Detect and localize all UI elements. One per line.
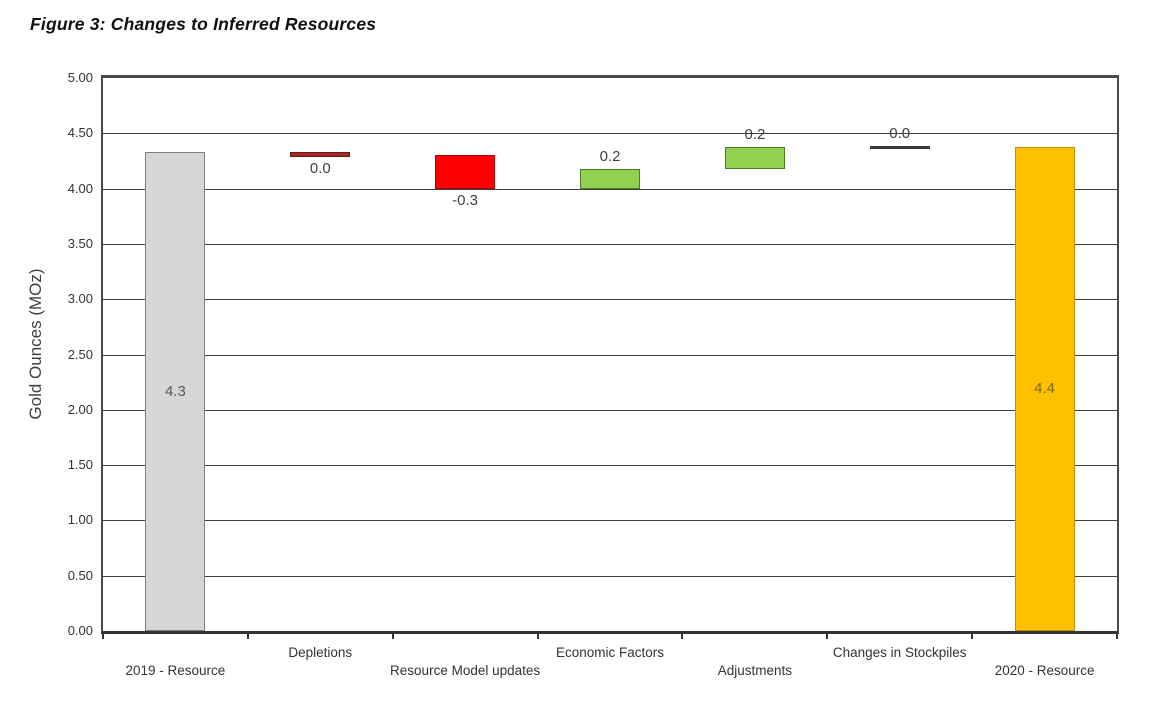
- x-tick: [391, 634, 394, 639]
- x-tick: [102, 634, 104, 639]
- bar-resource-model-updates: [435, 155, 496, 190]
- bar-adjustments: [724, 147, 785, 170]
- gridline: [103, 243, 1117, 245]
- bar-changes-in-stockpiles: [869, 145, 930, 149]
- x-tick: [246, 634, 249, 639]
- y-tick-label: 4.00: [67, 180, 93, 196]
- category-label-2020-resource: 2020 - Resource: [994, 663, 1095, 678]
- y-tick-label: 5.00: [67, 70, 93, 85]
- y-tick-label: 0.00: [67, 623, 93, 638]
- gridline: [103, 465, 1117, 467]
- value-label-resource-model-updates: -0.3: [452, 192, 479, 210]
- x-tick: [536, 634, 539, 639]
- y-tick-label: 3.00: [67, 291, 93, 307]
- bar-2020-resource: [1014, 146, 1075, 631]
- y-tick-label: 0.50: [67, 567, 93, 583]
- y-tick-label: 1.50: [67, 457, 93, 473]
- bar-2019-resource: [145, 152, 206, 631]
- value-label-economic-factors: 0.2: [599, 148, 621, 166]
- figure-title: Figure 3: Changes to Inferred Resources: [30, 14, 377, 34]
- gridline: [103, 409, 1117, 411]
- x-tick: [971, 634, 974, 639]
- gridline: [103, 575, 1117, 577]
- x-tick: [826, 634, 829, 639]
- plot-area: 4.3 0.0 -0.3 0.2 0.2 0.0 4.4: [101, 75, 1119, 634]
- y-tick-label: 4.50: [67, 125, 93, 141]
- y-tick-label: 3.50: [67, 235, 93, 251]
- gridline: [103, 299, 1117, 301]
- value-label-adjustments: 0.2: [744, 126, 766, 144]
- x-tick: [681, 634, 684, 639]
- x-tick: [1116, 634, 1118, 639]
- value-label-depletions: 0.0: [309, 160, 331, 178]
- category-label-depletions: Depletions: [288, 645, 353, 660]
- category-label-2019-resource: 2019 - Resource: [125, 663, 226, 678]
- bar-depletions: [290, 151, 351, 157]
- gridline: [103, 133, 1117, 135]
- category-label-adjustments: Adjustments: [717, 663, 793, 678]
- category-label-changes-in-stockpiles: Changes in Stockpiles: [832, 645, 967, 660]
- y-tick-label: 1.00: [67, 512, 93, 528]
- y-tick-label: 2.00: [67, 401, 93, 417]
- value-label-2019-resource: 4.3: [164, 382, 186, 400]
- y-axis-title: Gold Ounces (MOz): [26, 268, 45, 420]
- gridline: [103, 520, 1117, 522]
- value-label-changes-in-stockpiles: 0.0: [889, 124, 911, 142]
- value-label-2020-resource: 4.4: [1034, 379, 1056, 397]
- gridline: [103, 354, 1117, 356]
- bar-economic-factors: [580, 169, 640, 190]
- category-label-economic-factors: Economic Factors: [555, 645, 665, 660]
- y-tick-label: 2.50: [67, 346, 93, 362]
- category-label-resource-model-updates: Resource Model updates: [390, 663, 541, 678]
- gridline: [103, 188, 1117, 190]
